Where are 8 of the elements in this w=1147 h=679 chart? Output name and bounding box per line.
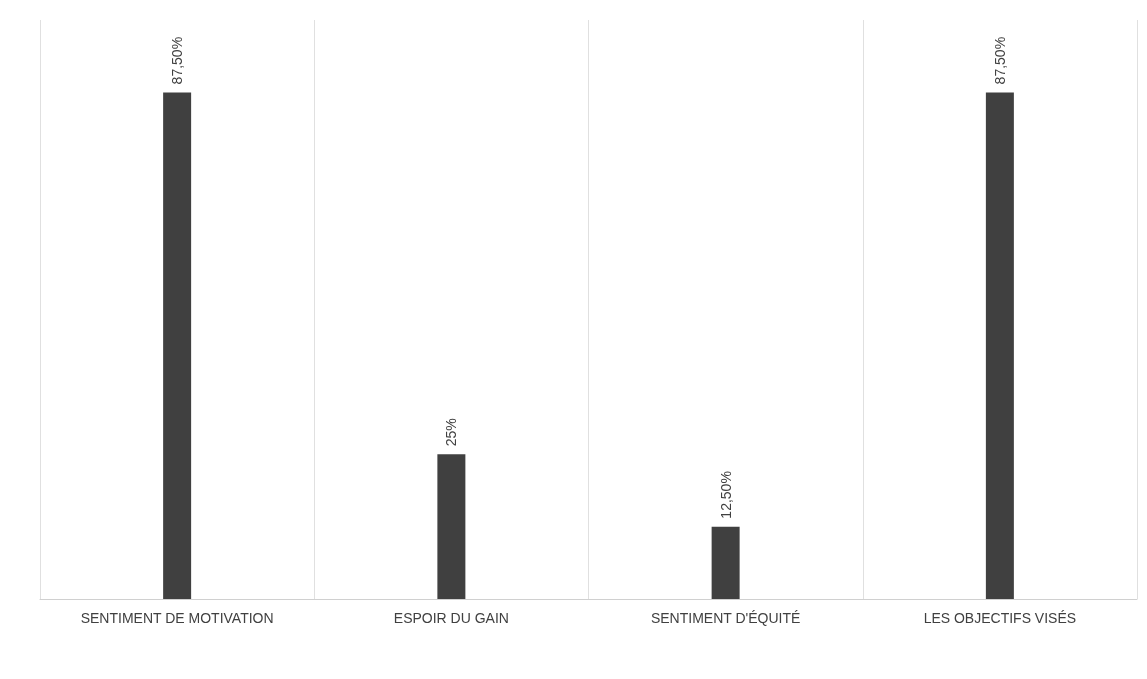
data-label: 25% — [443, 418, 460, 447]
x-tick-label: ESPOIR DU GAIN — [393, 610, 509, 626]
data-label: 87,50% — [169, 36, 186, 85]
data-label: 12,50% — [717, 471, 734, 519]
x-tick-label: SENTIMENT D'ÉQUITÉ — [650, 610, 801, 626]
x-tick-label: SENTIMENT DE MOTIVATION — [80, 610, 274, 626]
x-tick-label: LES OBJECTIFS VISÉS — [923, 610, 1077, 626]
data-label: 87,50% — [991, 36, 1008, 85]
